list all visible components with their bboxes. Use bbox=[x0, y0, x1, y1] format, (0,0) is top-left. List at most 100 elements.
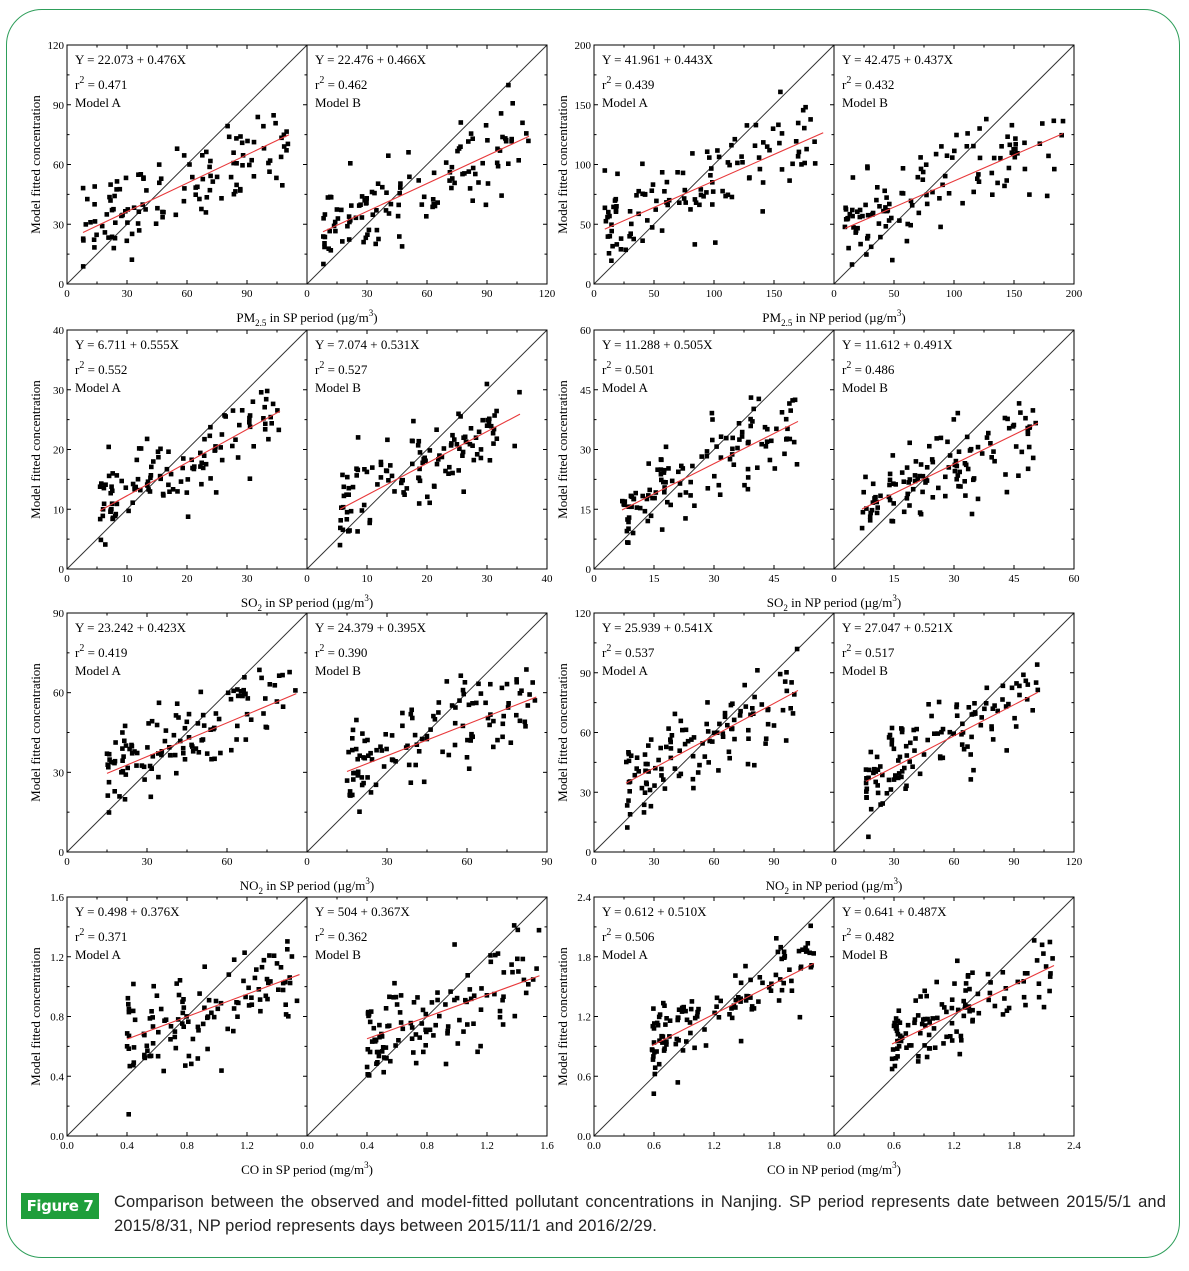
data-point bbox=[347, 789, 353, 794]
data-point bbox=[119, 213, 124, 219]
data-point bbox=[123, 485, 129, 490]
data-point bbox=[517, 389, 522, 395]
data-point bbox=[488, 953, 493, 958]
data-point bbox=[651, 1040, 657, 1045]
data-point bbox=[756, 155, 762, 160]
data-point bbox=[478, 691, 484, 696]
data-point bbox=[1021, 979, 1026, 984]
data-point bbox=[146, 487, 151, 492]
data-point bbox=[1017, 683, 1022, 689]
data-point bbox=[765, 721, 771, 727]
data-point bbox=[138, 487, 143, 493]
regression-equation: Y = 0.641 + 0.487X bbox=[842, 904, 947, 919]
data-point bbox=[761, 140, 766, 145]
data-point bbox=[460, 453, 465, 458]
data-point bbox=[262, 404, 267, 410]
data-point bbox=[453, 705, 458, 710]
data-point bbox=[114, 187, 119, 192]
data-point bbox=[458, 414, 463, 419]
data-point bbox=[470, 165, 476, 171]
data-point bbox=[255, 114, 261, 120]
data-point bbox=[476, 429, 482, 435]
data-point bbox=[202, 1005, 207, 1011]
data-point bbox=[280, 704, 286, 709]
data-point bbox=[634, 193, 639, 198]
data-point bbox=[946, 191, 952, 196]
data-point bbox=[471, 993, 477, 998]
data-point bbox=[391, 995, 396, 1000]
data-point bbox=[910, 764, 915, 769]
data-point bbox=[650, 1057, 656, 1062]
data-point bbox=[327, 228, 332, 234]
data-point bbox=[246, 985, 251, 991]
data-point bbox=[933, 151, 939, 157]
data-point bbox=[757, 166, 763, 172]
data-point bbox=[898, 1038, 904, 1044]
data-point bbox=[181, 456, 186, 461]
data-point bbox=[674, 1036, 680, 1042]
data-point bbox=[186, 711, 192, 717]
data-point bbox=[725, 160, 731, 165]
data-point bbox=[777, 140, 782, 146]
data-point bbox=[233, 437, 238, 442]
data-point bbox=[94, 232, 99, 238]
data-point bbox=[238, 134, 243, 139]
data-point bbox=[122, 797, 128, 802]
data-point bbox=[487, 458, 493, 463]
y-tick-label: 0.6 bbox=[577, 1071, 591, 1083]
data-point bbox=[108, 198, 113, 203]
data-point bbox=[683, 516, 688, 521]
data-point bbox=[891, 746, 897, 752]
data-point bbox=[602, 205, 608, 211]
data-point bbox=[345, 223, 350, 229]
data-point bbox=[408, 711, 414, 717]
data-point bbox=[802, 125, 807, 131]
data-point bbox=[209, 756, 214, 762]
data-point bbox=[689, 999, 695, 1004]
data-point bbox=[811, 951, 816, 956]
data-point bbox=[495, 163, 501, 169]
data-point bbox=[1046, 153, 1051, 159]
data-point bbox=[769, 438, 774, 444]
data-point bbox=[756, 396, 762, 402]
x-tick-label: 0 bbox=[304, 573, 310, 585]
data-point bbox=[213, 711, 219, 716]
data-point bbox=[517, 718, 523, 724]
figure-badge: Figure 7 bbox=[21, 1193, 99, 1219]
data-point bbox=[1043, 964, 1049, 969]
data-point bbox=[238, 188, 243, 193]
data-point bbox=[147, 1016, 153, 1021]
data-point bbox=[923, 476, 929, 482]
data-point bbox=[979, 715, 984, 720]
data-point bbox=[955, 410, 961, 416]
data-point bbox=[954, 463, 960, 469]
data-point bbox=[703, 1043, 709, 1048]
data-point bbox=[506, 161, 511, 166]
data-point bbox=[470, 136, 475, 141]
data-point bbox=[700, 741, 705, 746]
r-squared: r2 = 0.482 bbox=[842, 927, 894, 944]
x-tick-label: 2.4 bbox=[1067, 1140, 1081, 1152]
data-point bbox=[393, 759, 398, 764]
data-point bbox=[627, 812, 633, 817]
data-point bbox=[989, 724, 994, 729]
data-point bbox=[938, 224, 943, 230]
data-point bbox=[787, 401, 792, 406]
data-point bbox=[907, 503, 912, 508]
data-point bbox=[180, 999, 185, 1005]
data-point bbox=[280, 987, 286, 993]
data-point bbox=[346, 492, 351, 497]
model-label: Model A bbox=[75, 663, 121, 678]
data-point bbox=[136, 209, 142, 214]
data-point bbox=[501, 994, 506, 999]
data-point bbox=[658, 745, 663, 751]
data-point bbox=[432, 717, 438, 722]
data-point bbox=[131, 981, 136, 987]
data-point bbox=[812, 139, 817, 144]
data-point bbox=[716, 154, 722, 160]
r-squared: r2 = 0.362 bbox=[315, 927, 367, 944]
data-point bbox=[863, 202, 868, 208]
data-point bbox=[262, 427, 268, 432]
data-point bbox=[398, 1020, 404, 1025]
data-point bbox=[461, 489, 466, 494]
